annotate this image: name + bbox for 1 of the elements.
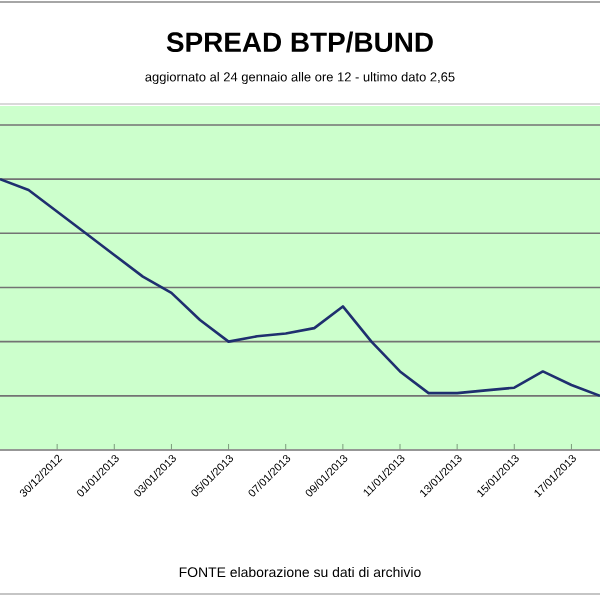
chart-title: SPREAD BTP/BUND bbox=[166, 31, 433, 53]
